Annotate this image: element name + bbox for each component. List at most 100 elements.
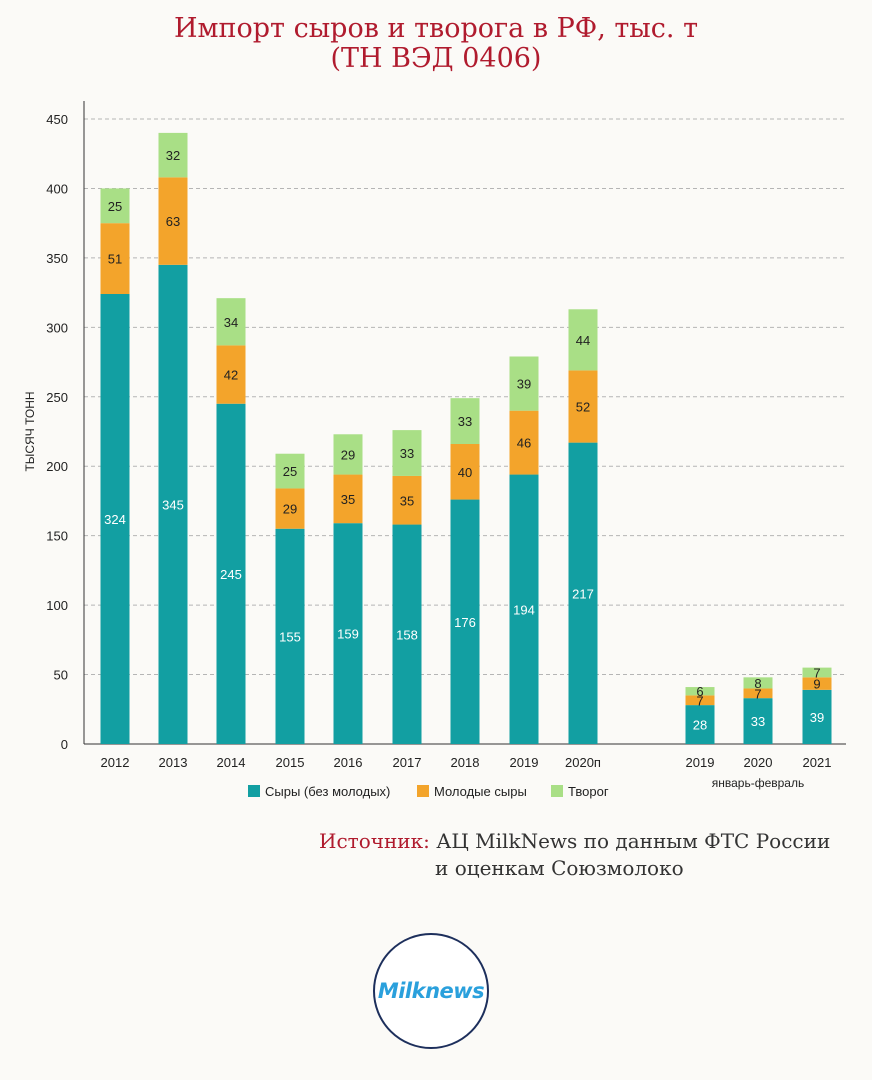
bar-segment — [333, 434, 363, 475]
data-label: 29 — [283, 502, 297, 517]
data-label: 155 — [279, 629, 301, 644]
chart-title: Импорт сыров и творога в РФ, тыс. т (ТН … — [0, 14, 872, 74]
x-tick-label: 2012 — [101, 755, 130, 770]
y-tick-label: 0 — [61, 737, 68, 752]
data-label: 35 — [341, 492, 355, 507]
data-label: 39 — [517, 377, 531, 392]
y-tick-label: 100 — [46, 598, 68, 613]
data-label: 51 — [108, 252, 122, 267]
data-label: 33 — [400, 446, 414, 461]
data-label: 29 — [341, 447, 355, 462]
data-label: 176 — [454, 615, 476, 630]
bar-segment — [392, 430, 422, 476]
data-label: 33 — [458, 414, 472, 429]
data-label: 46 — [517, 436, 531, 451]
bar-segment — [743, 698, 773, 744]
bar-segment — [100, 294, 130, 744]
x-tick-label: 2019 — [686, 755, 715, 770]
bar-segment — [158, 264, 188, 744]
data-label: 44 — [576, 333, 590, 348]
data-label: 33 — [751, 714, 765, 729]
x-tick-label: 2020 — [744, 755, 773, 770]
bar-segment — [802, 689, 832, 744]
y-tick-label: 450 — [46, 112, 68, 127]
data-label: 42 — [224, 368, 238, 383]
bar-segment — [100, 223, 130, 294]
y-tick-label: 250 — [46, 390, 68, 405]
data-label: 6 — [696, 684, 703, 699]
data-label: 32 — [166, 148, 180, 163]
x-tick-label: 2019 — [510, 755, 539, 770]
bar-segment — [450, 499, 480, 744]
data-label: 39 — [810, 710, 824, 725]
y-tick-label: 50 — [54, 668, 68, 683]
legend-label: Сыры (без молодых) — [265, 784, 390, 799]
bar-segment — [275, 453, 305, 489]
source-label: Источник: — [319, 829, 430, 853]
bar-segment — [158, 177, 188, 265]
data-label: 217 — [572, 586, 594, 601]
title-line-1: Импорт сыров и творога в РФ, тыс. т — [173, 13, 699, 44]
bar-segment — [802, 677, 832, 690]
bar-segment — [216, 403, 246, 744]
data-label: 7 — [754, 686, 761, 701]
bar-segment — [216, 298, 246, 346]
bar-segment — [685, 687, 715, 696]
x-tick-label: 2014 — [217, 755, 246, 770]
bar-segment — [568, 309, 598, 371]
bar-segment — [685, 705, 715, 744]
legend-swatch — [417, 785, 429, 797]
legend-swatch — [248, 785, 260, 797]
legend-label: Творог — [568, 784, 609, 799]
source-line-2: и оценкам Союзмолоко — [435, 856, 684, 880]
x-tick-label: 2015 — [276, 755, 305, 770]
bar-segment — [743, 677, 773, 689]
bar-segment — [685, 695, 715, 706]
data-label: 8 — [754, 676, 761, 691]
group-label: январь-февраль — [712, 776, 804, 790]
x-tick-label: 2016 — [334, 755, 363, 770]
x-tick-label: 2021 — [803, 755, 832, 770]
bar-segment — [509, 474, 539, 744]
data-label: 9 — [813, 677, 820, 692]
bar-segment — [392, 475, 422, 525]
x-tick-label: 2013 — [159, 755, 188, 770]
bar-segment — [158, 132, 188, 178]
legend-label: Молодые сыры — [434, 784, 527, 799]
milknews-logo[interactable]: Milknews — [373, 933, 489, 1049]
data-label: 63 — [166, 214, 180, 229]
source-note: Источник: АЦ MilkNews по данным ФТС Росс… — [319, 828, 830, 882]
bar-segment — [275, 528, 305, 744]
data-label: 28 — [693, 718, 707, 733]
bar-segment — [392, 524, 422, 744]
data-label: 245 — [220, 567, 242, 582]
bar-segment — [450, 398, 480, 444]
data-label: 52 — [576, 400, 590, 415]
y-tick-label: 400 — [46, 181, 68, 196]
bar-segment — [333, 523, 363, 744]
bar-segment — [509, 356, 539, 411]
data-label: 194 — [513, 602, 535, 617]
logo-text: Milknews — [377, 979, 485, 1003]
bar-segment — [743, 688, 773, 699]
x-tick-label: 2017 — [393, 755, 422, 770]
data-label: 25 — [108, 199, 122, 214]
bar-segment — [802, 667, 832, 678]
bar-segment — [275, 488, 305, 529]
data-label: 7 — [696, 693, 703, 708]
bar-segment — [568, 442, 598, 744]
source-line-1: АЦ MilkNews по данным ФТС России — [436, 829, 831, 853]
y-tick-label: 200 — [46, 459, 68, 474]
data-label: 324 — [104, 512, 126, 527]
y-axis-label: ТЫСЯЧ ТОНН — [23, 391, 37, 471]
data-label: 25 — [283, 464, 297, 479]
title-line-2: (ТН ВЭД 0406) — [330, 43, 542, 74]
bar-segment — [100, 188, 130, 224]
bar-segment — [509, 410, 539, 475]
data-label: 159 — [337, 627, 359, 642]
data-label: 7 — [813, 665, 820, 680]
y-tick-label: 350 — [46, 251, 68, 266]
bar-segment — [450, 444, 480, 500]
data-label: 35 — [400, 493, 414, 508]
bar-segment — [216, 345, 246, 404]
